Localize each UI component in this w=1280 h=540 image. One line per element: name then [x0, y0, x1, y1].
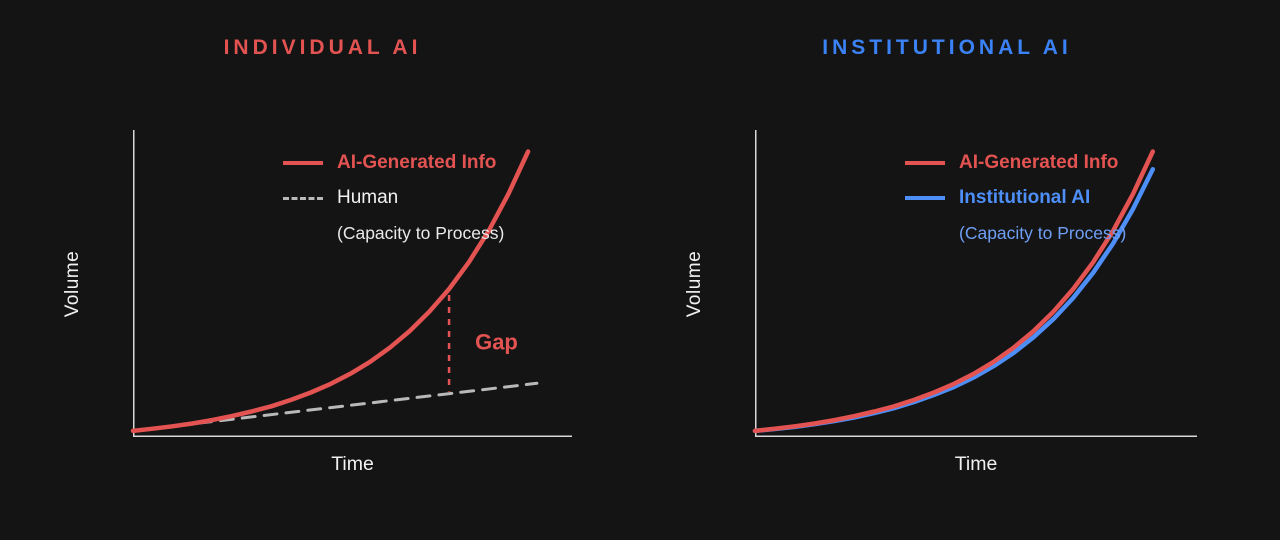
plot-area-right: Volume AI-Generated Info Institutional A… [684, 130, 1197, 475]
legend-item-human: Human [283, 185, 504, 211]
legend-item-ai-generated: AI-Generated Info [283, 150, 504, 176]
x-axis-label: Time [331, 453, 374, 475]
red-line-swatch-icon [283, 161, 323, 165]
dashed-line-swatch-icon [283, 196, 323, 200]
legend: AI-Generated Info Institutional AI (Capa… [905, 150, 1126, 255]
legend-item-capacity-note: (Capacity to Process) [337, 220, 504, 246]
gap-annotation-label: Gap [475, 329, 518, 354]
chart-title-institutional-ai: INSTITUTIONAL AI [822, 36, 1072, 59]
plot-area-left: Volume Gap AI-Generated Info Human (Capa… [62, 130, 572, 475]
x-axis-label: Time [954, 453, 998, 475]
legend-item-institutional-ai: Institutional AI [905, 185, 1126, 211]
y-axis-label: Volume [62, 250, 83, 317]
legend-label: AI-Generated Info [959, 152, 1119, 173]
legend-sublabel: (Capacity to Process) [337, 223, 505, 243]
y-axis-label: Volume [684, 250, 705, 317]
legend-sublabel: (Capacity to Process) [959, 223, 1127, 243]
legend: AI-Generated Info Human (Capacity to Pro… [283, 150, 504, 255]
chart-title-individual-ai: INDIVIDUAL AI [223, 36, 422, 59]
blue-line-swatch-icon [905, 196, 945, 200]
line-chart-right [752, 130, 1197, 437]
legend-label: Institutional AI [959, 187, 1091, 208]
legend-label: Human [337, 187, 399, 208]
red-line-swatch-icon [905, 161, 945, 165]
legend-label: AI-Generated Info [337, 152, 497, 173]
legend-item-capacity-note: (Capacity to Process) [959, 220, 1126, 246]
legend-item-ai-generated: AI-Generated Info [905, 150, 1126, 176]
line-chart-left: Gap [130, 130, 572, 437]
